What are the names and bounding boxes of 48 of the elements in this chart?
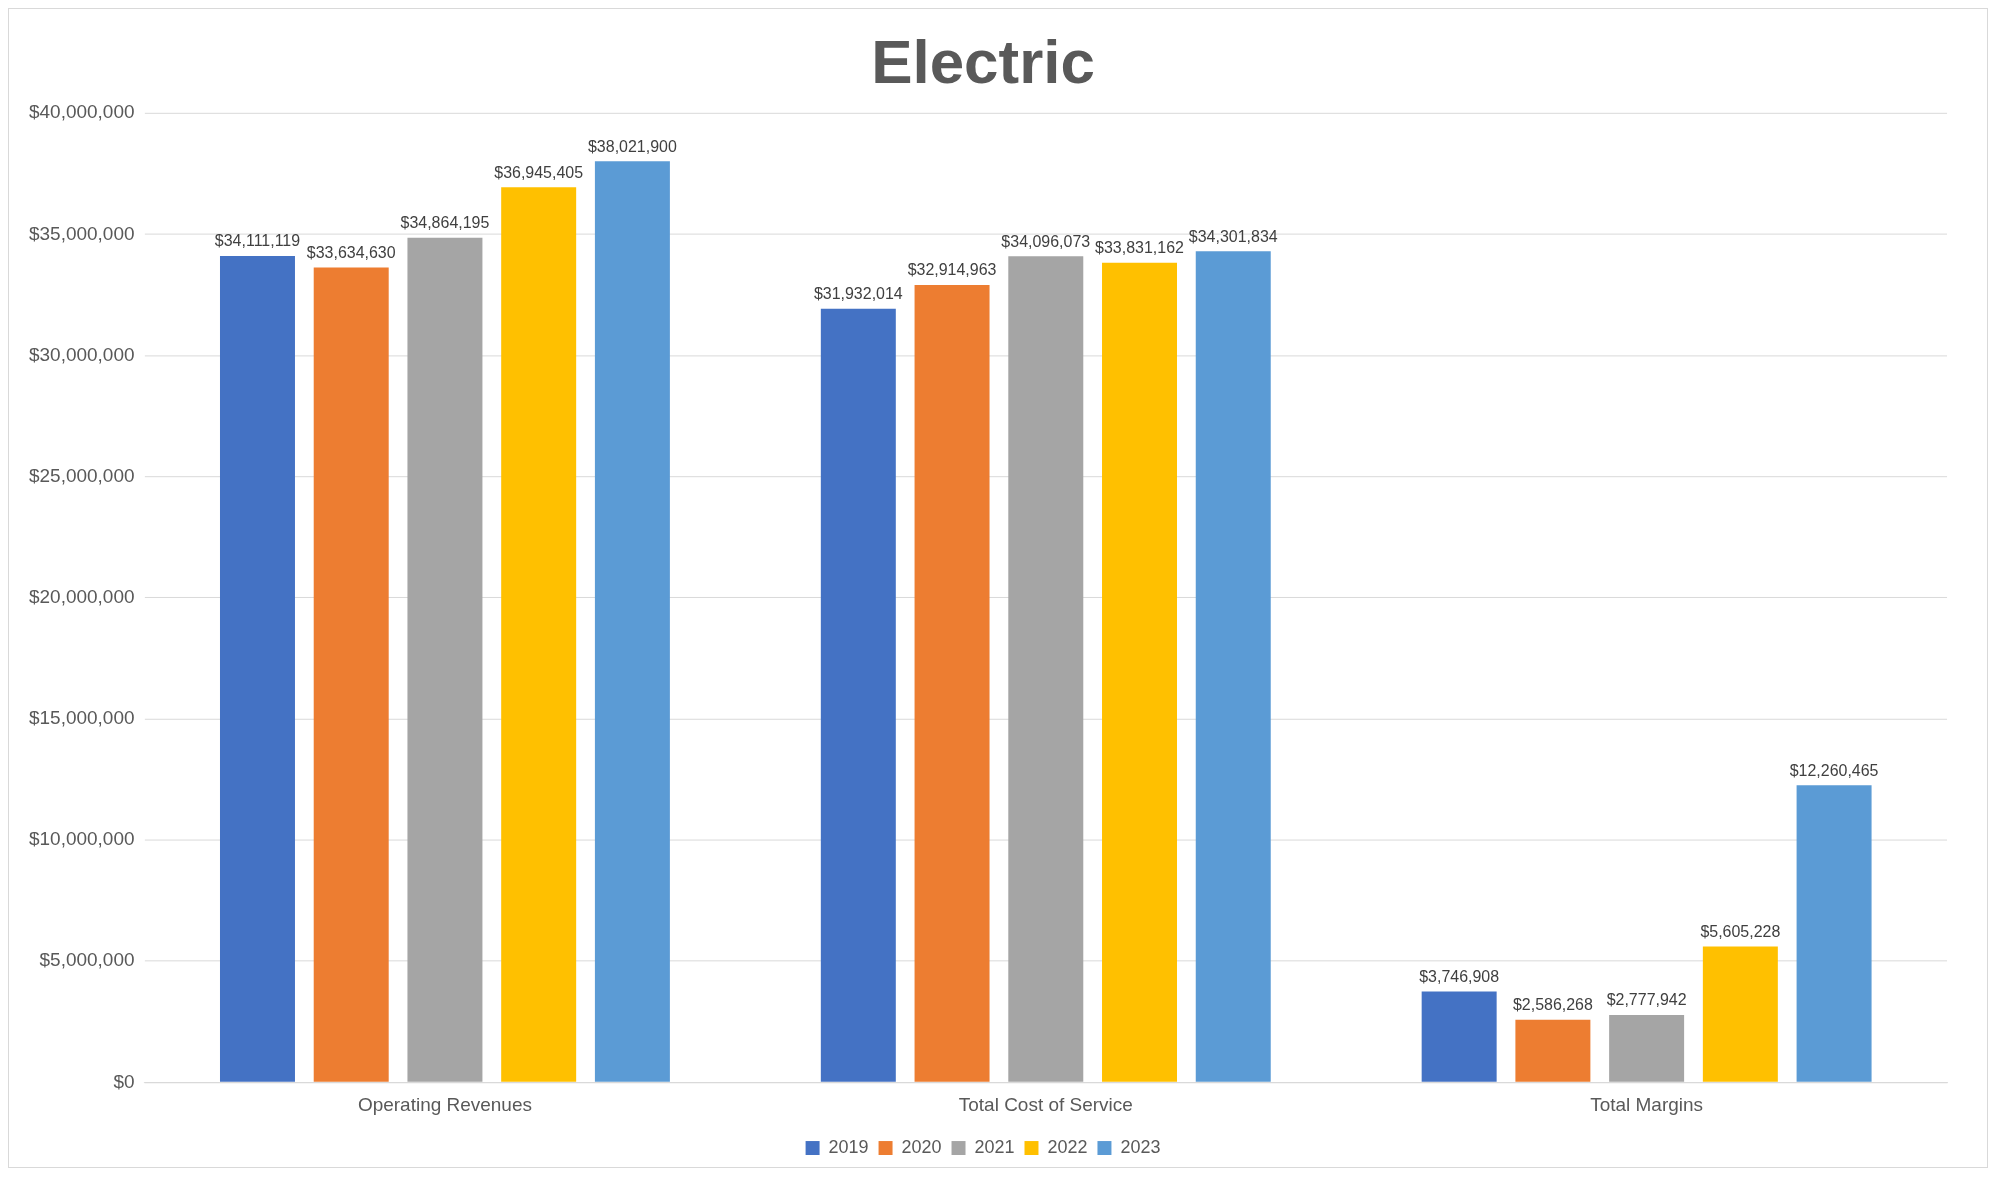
data-label: $2,777,942 [1606,991,1687,1009]
bar [1609,1015,1685,1082]
y-tick-label: $30,000,000 [29,343,135,365]
bar [1421,991,1497,1082]
bar [1195,251,1271,1082]
x-tick-label: Total Cost of Service [958,1093,1133,1115]
data-label: $5,605,228 [1700,922,1781,940]
y-tick-label: $25,000,000 [29,464,135,486]
bar [820,308,896,1082]
data-label: $31,932,014 [813,285,903,303]
bar [594,161,670,1082]
data-label: $33,831,162 [1095,239,1185,257]
data-label: $34,301,834 [1188,227,1278,245]
y-tick-label: $20,000,000 [29,586,135,608]
legend-label: 2023 [1120,1137,1161,1157]
x-tick-label: Operating Revenues [357,1093,532,1115]
data-label: $3,746,908 [1419,967,1500,985]
data-label: $2,586,268 [1512,996,1593,1014]
bar [407,237,483,1082]
bar [313,267,389,1082]
data-label: $38,021,900 [587,137,677,155]
y-tick-label: $15,000,000 [29,707,135,729]
legend-label: 2019 [828,1137,869,1157]
y-tick-label: $35,000,000 [29,222,135,244]
bar [914,284,990,1082]
legend-label: 2022 [1047,1137,1088,1157]
bar [219,255,295,1082]
x-tick-label: Total Margins [1590,1093,1704,1115]
data-label: $34,096,073 [1001,232,1091,250]
legend-label: 2021 [974,1137,1015,1157]
data-label: $36,945,405 [494,163,584,181]
y-tick-label: $40,000,000 [29,101,135,123]
bar [1102,262,1178,1082]
bar [1515,1019,1591,1082]
y-tick-label: $0 [113,1070,135,1092]
bar [1702,946,1778,1082]
legend-label: 2020 [901,1137,942,1157]
data-label: $33,634,630 [306,243,396,261]
bar [1796,785,1872,1082]
data-label: $32,914,963 [907,261,997,279]
data-label: $34,864,195 [400,214,490,232]
y-tick-label: $5,000,000 [39,949,135,971]
data-label: $12,260,465 [1789,761,1879,779]
bar [1008,256,1084,1082]
data-label: $34,111,119 [214,232,301,250]
chart-title: Electric [871,27,1095,97]
bar [501,187,577,1082]
y-tick-label: $10,000,000 [29,828,135,850]
